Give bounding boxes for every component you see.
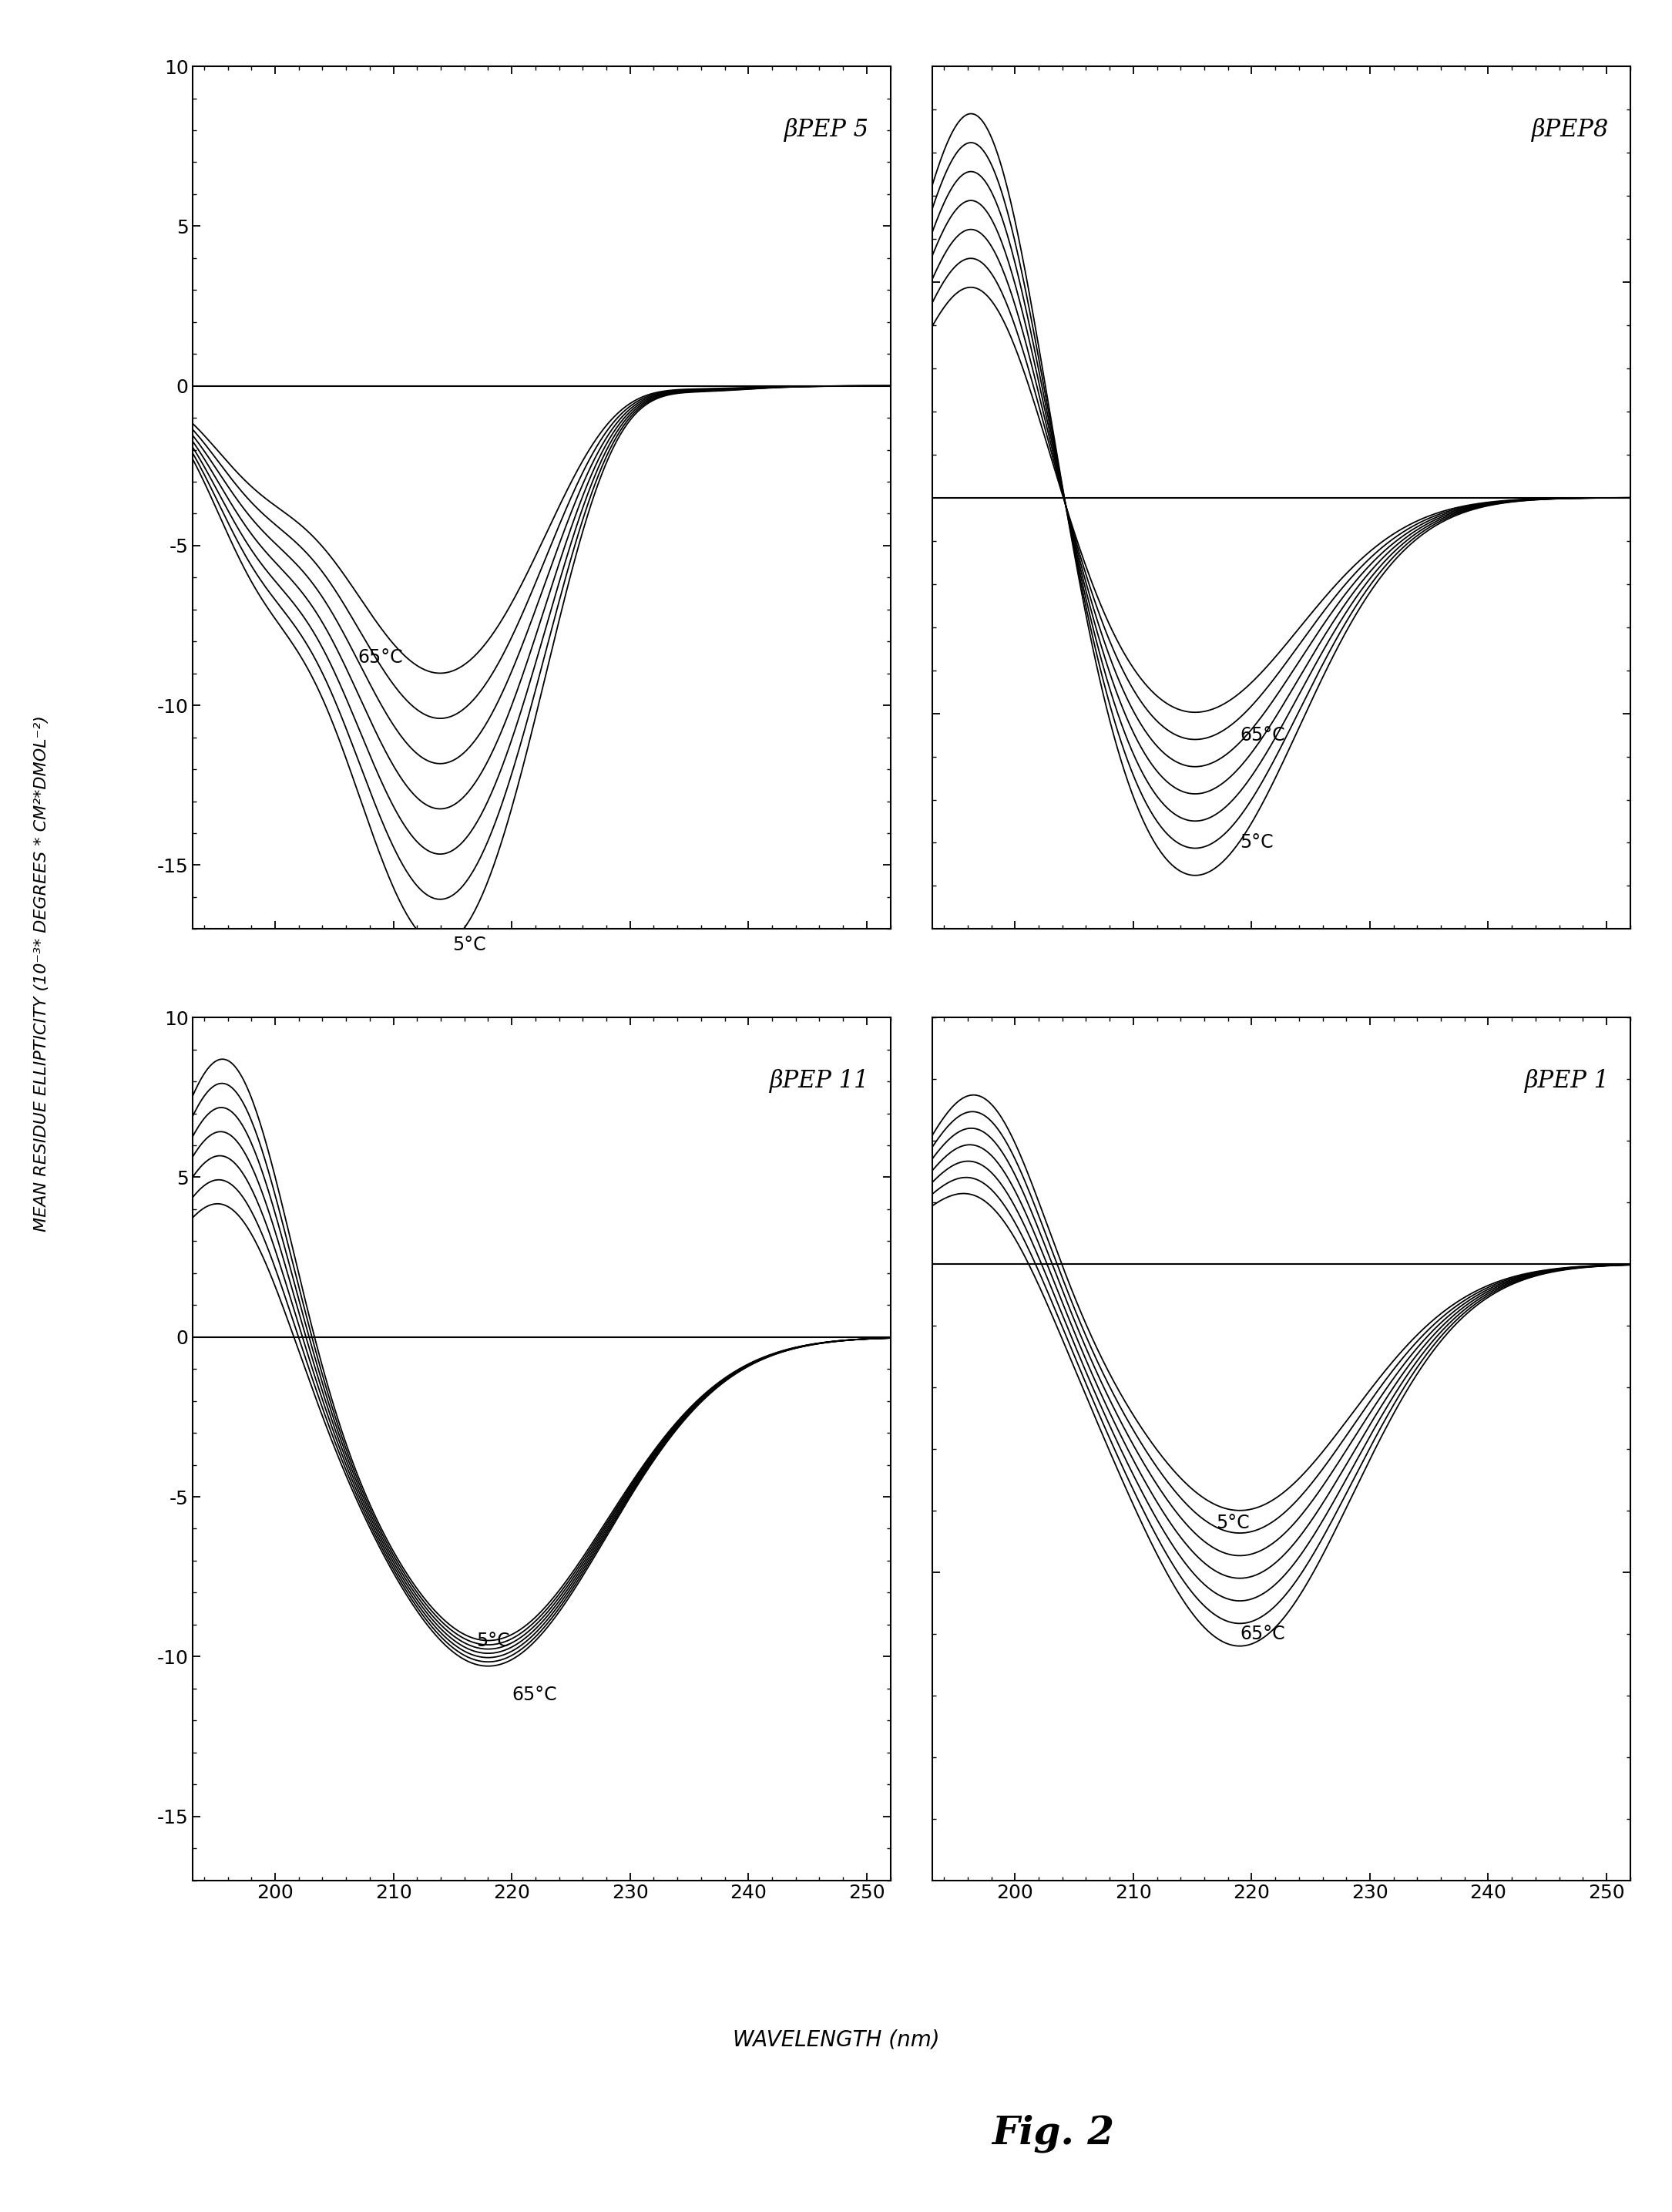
Text: 5°C: 5°C <box>1239 834 1274 852</box>
Text: 5°C: 5°C <box>477 1630 510 1650</box>
Text: βPEP 5: βPEP 5 <box>784 117 869 142</box>
Text: WAVELENGTH (nm): WAVELENGTH (nm) <box>732 2028 940 2051</box>
Text: 65°C: 65°C <box>358 648 403 666</box>
Text: βPEP 11: βPEP 11 <box>769 1068 869 1093</box>
Text: 65°C: 65°C <box>1239 1624 1284 1644</box>
Text: βPEP8: βPEP8 <box>1532 117 1608 142</box>
Text: MEAN RESIDUE ELLIPTICITY (10⁻³* DEGREES * CM²*DMOL⁻²): MEAN RESIDUE ELLIPTICITY (10⁻³* DEGREES … <box>33 714 50 1232</box>
Text: Fig. 2: Fig. 2 <box>991 2115 1115 2152</box>
Text: 65°C: 65°C <box>512 1686 557 1703</box>
Text: βPEP 1: βPEP 1 <box>1525 1068 1608 1093</box>
Text: 65°C: 65°C <box>1239 726 1284 743</box>
Text: 5°C: 5°C <box>1216 1513 1249 1533</box>
Text: 5°C: 5°C <box>453 936 487 953</box>
